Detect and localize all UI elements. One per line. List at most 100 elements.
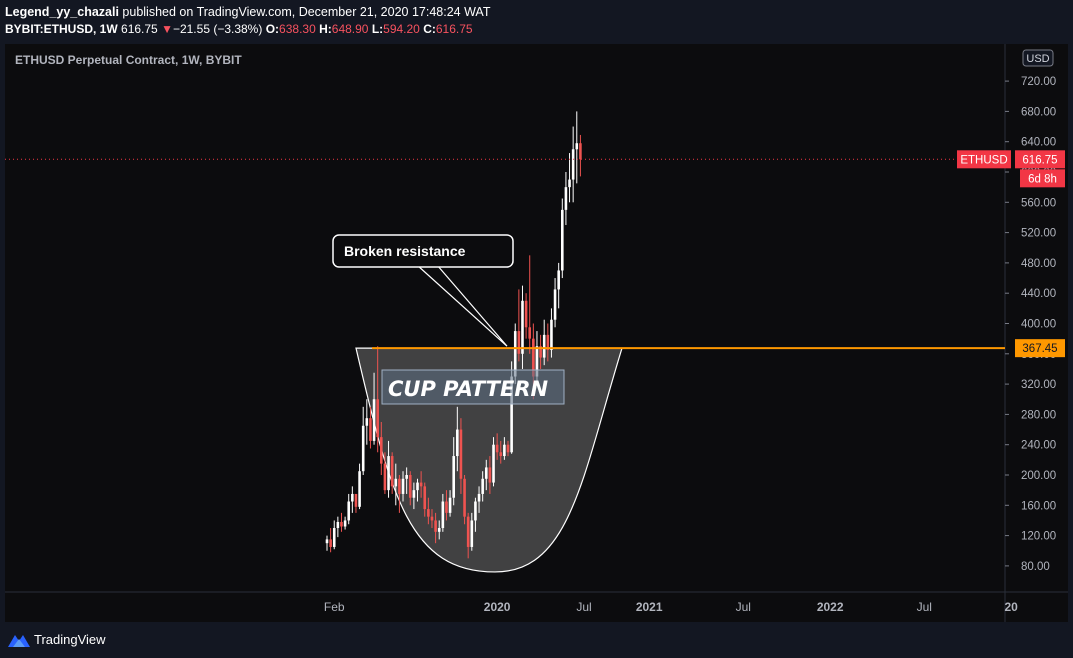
price-chart[interactable]: ETHUSD Perpetual Contract, 1W, BYBIT Bro… (5, 44, 1068, 622)
last-price-value: 616.75 (121, 22, 158, 36)
cup-pattern-label[interactable]: CUP PATTERN (381, 369, 565, 405)
candle-body (430, 516, 434, 521)
candle-body (408, 475, 412, 498)
candle-body (448, 497, 452, 513)
close-value: 616.75 (435, 22, 473, 36)
candle-body (553, 289, 557, 320)
candle-body (390, 456, 394, 487)
callout-text: Broken resistance (344, 243, 466, 259)
price-tick-label: 160.00 (1021, 500, 1056, 512)
candle-body (532, 338, 535, 377)
time-tick-label: Feb (324, 600, 345, 614)
candle-body (521, 300, 524, 354)
candle-body (503, 444, 506, 457)
candle-body (452, 456, 455, 498)
chart-title: ETHUSD Perpetual Contract, 1W, BYBIT (15, 53, 242, 67)
price-tick-label: 280.00 (1021, 409, 1056, 421)
candle-body (499, 452, 503, 457)
candle-body (535, 346, 539, 377)
publish-info: Legend_yy_chazali published on TradingVi… (5, 4, 1073, 21)
candle-body (542, 334, 546, 358)
candle-body (427, 509, 430, 517)
candle-body (459, 429, 463, 479)
high-value: 648.90 (331, 22, 369, 36)
price-tick-label: 240.00 (1021, 440, 1056, 452)
candle-body (325, 539, 329, 544)
candle-body (484, 467, 488, 479)
close-label: C: (423, 22, 436, 36)
price-tick-label: 680.00 (1021, 106, 1056, 118)
candle-body (419, 482, 423, 487)
candle-body (405, 475, 408, 479)
candle-body (376, 399, 379, 438)
open-label: O: (265, 22, 280, 36)
candle-body (550, 319, 553, 351)
candle-body (401, 478, 405, 494)
low-label: L: (371, 22, 384, 36)
cup-pattern-text: CUP PATTERN (388, 377, 549, 401)
last-symbol-badge-text: ETHUSD (960, 154, 1007, 166)
candle-body (351, 493, 354, 502)
candle-body (445, 501, 448, 513)
candle-body (474, 501, 477, 521)
plot-background (5, 44, 1005, 622)
published-text: published on TradingView.com, December 2… (118, 5, 491, 19)
price-tick-label: 520.00 (1021, 228, 1056, 240)
currency-badge[interactable]: USD (1022, 49, 1054, 67)
tradingview-logo-icon[interactable] (7, 631, 31, 649)
candle-body (336, 521, 340, 529)
candle-body (347, 501, 351, 521)
countdown-badge-box (1020, 169, 1065, 188)
candle-body (354, 493, 358, 507)
candle-body (571, 149, 575, 180)
candle-body (575, 143, 579, 150)
symbol-label[interactable]: BYBIT:ETHUSD, 1W (5, 22, 118, 36)
author-name[interactable]: Legend_yy_chazali (5, 5, 119, 19)
broken-resistance-callout[interactable]: Broken resistance (332, 234, 514, 347)
candle-body (369, 418, 372, 441)
candle-body (517, 331, 521, 354)
chart-header: Legend_yy_chazali published on TradingVi… (0, 0, 1073, 44)
candle-body (332, 528, 336, 547)
candle-body (488, 467, 492, 483)
candle-body (358, 471, 361, 507)
candle-body (361, 425, 365, 472)
candle-body (477, 493, 481, 502)
resistance-badge-text: 367.45 (1022, 343, 1057, 355)
low-value: 594.20 (383, 22, 420, 36)
candle-body (398, 478, 401, 494)
price-tick-label: 440.00 (1021, 288, 1056, 300)
candle-body (513, 331, 517, 377)
candle-body (372, 399, 376, 441)
candle-body (365, 418, 369, 426)
price-tick-label: 80.00 (1021, 561, 1050, 573)
change-down-icon: ▼ (161, 22, 173, 36)
candle-body (380, 437, 383, 464)
candle-body (434, 520, 437, 532)
candle-body (423, 486, 427, 510)
time-tick-label: Jul (736, 600, 751, 614)
time-tick-label: 2020 (484, 600, 511, 614)
time-tick-label: Jul (917, 600, 932, 614)
candle-body (528, 327, 532, 339)
currency-label: USD (1026, 53, 1049, 65)
price-tick-label: 720.00 (1021, 76, 1056, 88)
candle-body (495, 444, 499, 453)
candle-body (579, 143, 582, 160)
candles (325, 111, 582, 559)
candle-body (506, 444, 510, 453)
currency-badge-box (1022, 49, 1054, 67)
last-symbol-badge-box (957, 150, 1011, 169)
time-axis[interactable]: Feb 2020 Jul 2021 Jul 2022 Jul 20 (324, 600, 1018, 614)
ohlc-legend: BYBIT:ETHUSD, 1W 616.75 ▼−21.55 (−3.38%)… (5, 21, 1073, 38)
tradingview-brand[interactable]: TradingView (34, 632, 106, 647)
time-tick-label: 2021 (636, 600, 663, 614)
time-tick-label: 2022 (817, 600, 844, 614)
candle-body (387, 456, 390, 491)
candle-body (557, 270, 560, 290)
candle-body (437, 528, 441, 532)
callout-box (332, 234, 514, 268)
candle-body (441, 501, 445, 529)
candle-body (481, 478, 484, 494)
chart-area[interactable]: ETHUSD Perpetual Contract, 1W, BYBIT Bro… (5, 44, 1068, 622)
